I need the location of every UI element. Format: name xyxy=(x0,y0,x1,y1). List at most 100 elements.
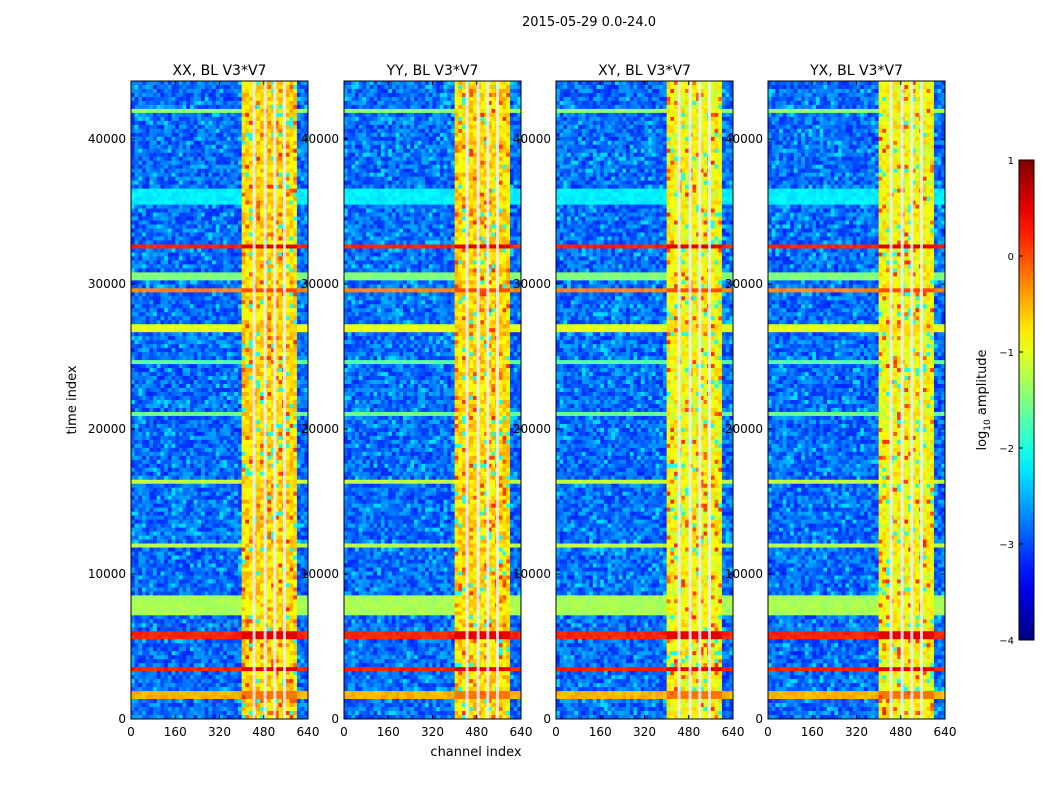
heatmap-cell xyxy=(161,153,165,157)
heatmap-cell xyxy=(197,340,201,344)
heatmap-cell xyxy=(197,109,201,113)
heatmap-cell xyxy=(194,209,198,213)
heatmap-cell xyxy=(293,141,297,145)
heatmap-cell xyxy=(238,165,242,169)
heatmap-cell xyxy=(293,185,297,189)
heatmap-cell xyxy=(286,137,290,141)
heatmap-cell xyxy=(138,272,142,276)
heatmap-cell xyxy=(194,312,198,316)
heatmap-cell xyxy=(194,360,198,364)
heatmap-cell xyxy=(286,484,290,488)
heatmap-cell xyxy=(223,252,227,256)
heatmap-cell xyxy=(146,412,150,416)
heatmap-cell xyxy=(131,233,135,237)
heatmap-cell xyxy=(286,105,290,109)
heatmap-cell xyxy=(175,149,179,153)
heatmap-cell xyxy=(256,432,260,436)
heatmap-cell xyxy=(190,121,194,125)
heatmap-cell xyxy=(297,121,301,125)
heatmap-cell xyxy=(161,376,165,380)
heatmap-cell xyxy=(290,312,294,316)
heatmap-cell xyxy=(138,105,142,109)
heatmap-cell xyxy=(256,284,260,288)
heatmap-cell xyxy=(157,217,161,221)
heatmap-cell xyxy=(161,492,165,496)
heatmap-cell xyxy=(301,201,305,205)
heatmap-cell xyxy=(208,376,212,380)
heatmap-cell xyxy=(157,412,161,416)
heatmap-cell xyxy=(168,420,172,424)
heatmap-cell xyxy=(142,252,146,256)
heatmap-cell xyxy=(153,149,157,153)
heatmap-cell xyxy=(234,109,238,113)
heatmap-cell xyxy=(179,492,183,496)
heatmap-cell xyxy=(227,452,231,456)
heatmap-cell xyxy=(138,324,142,328)
heatmap-cell xyxy=(205,432,209,436)
heatmap-cell xyxy=(135,169,139,173)
heatmap-cell xyxy=(205,280,209,284)
heatmap-cell xyxy=(223,296,227,300)
heatmap-cell xyxy=(293,328,297,332)
heatmap-cell xyxy=(286,189,290,193)
heatmap-cell xyxy=(293,229,297,233)
heatmap-cell xyxy=(175,280,179,284)
heatmap-cell xyxy=(223,484,227,488)
heatmap-cell xyxy=(164,392,168,396)
heatmap-cell xyxy=(135,492,139,496)
heatmap-cell xyxy=(242,173,246,177)
heatmap-cell xyxy=(267,432,271,436)
heatmap-cell xyxy=(256,149,260,153)
heatmap-cell xyxy=(223,137,227,141)
heatmap-cell xyxy=(260,149,264,153)
heatmap-cell xyxy=(297,384,301,388)
heatmap-cell xyxy=(142,452,146,456)
heatmap-cell xyxy=(260,213,264,217)
heatmap-cell xyxy=(212,217,216,221)
heatmap-cell xyxy=(149,153,153,157)
heatmap-cell xyxy=(212,356,216,360)
heatmap-cell xyxy=(153,360,157,364)
heatmap-cell xyxy=(290,248,294,252)
heatmap-cell xyxy=(223,141,227,145)
heatmap-cell xyxy=(216,356,220,360)
heatmap-cell xyxy=(197,400,201,404)
heatmap-cell xyxy=(146,364,150,368)
heatmap-cell xyxy=(135,157,139,161)
heatmap-cell xyxy=(223,117,227,121)
heatmap-cell xyxy=(135,109,139,113)
heatmap-cell xyxy=(231,332,235,336)
heatmap-cell xyxy=(249,233,253,237)
heatmap-cell xyxy=(161,137,165,141)
heatmap-cell xyxy=(186,492,190,496)
heatmap-cell xyxy=(245,424,249,428)
heatmap-cell xyxy=(212,288,216,292)
heatmap-cell xyxy=(279,129,283,133)
heatmap-cell xyxy=(279,448,283,452)
heatmap-cell xyxy=(135,101,139,105)
heatmap-cell xyxy=(231,161,235,165)
heatmap-cell xyxy=(142,149,146,153)
heatmap-cell xyxy=(208,448,212,452)
heatmap-cell xyxy=(183,316,187,320)
heatmap-cell xyxy=(161,276,165,280)
heatmap-cell xyxy=(216,440,220,444)
heatmap-cell xyxy=(245,272,249,276)
heatmap-cell xyxy=(138,476,142,480)
heatmap-cell xyxy=(205,424,209,428)
heatmap-cell xyxy=(197,436,201,440)
heatmap-cell xyxy=(131,356,135,360)
heatmap-cell xyxy=(179,276,183,280)
heatmap-cell xyxy=(164,360,168,364)
heatmap-cell xyxy=(149,452,153,456)
heatmap-cell xyxy=(194,125,198,129)
heatmap-cell xyxy=(194,300,198,304)
heatmap-cell xyxy=(212,420,216,424)
heatmap-cell xyxy=(146,368,150,372)
heatmap-cell xyxy=(205,149,209,153)
heatmap-cell xyxy=(260,320,264,324)
heatmap-cell xyxy=(260,229,264,233)
heatmap-cell xyxy=(256,420,260,424)
heatmap-cell xyxy=(175,93,179,97)
heatmap-cell xyxy=(227,368,231,372)
